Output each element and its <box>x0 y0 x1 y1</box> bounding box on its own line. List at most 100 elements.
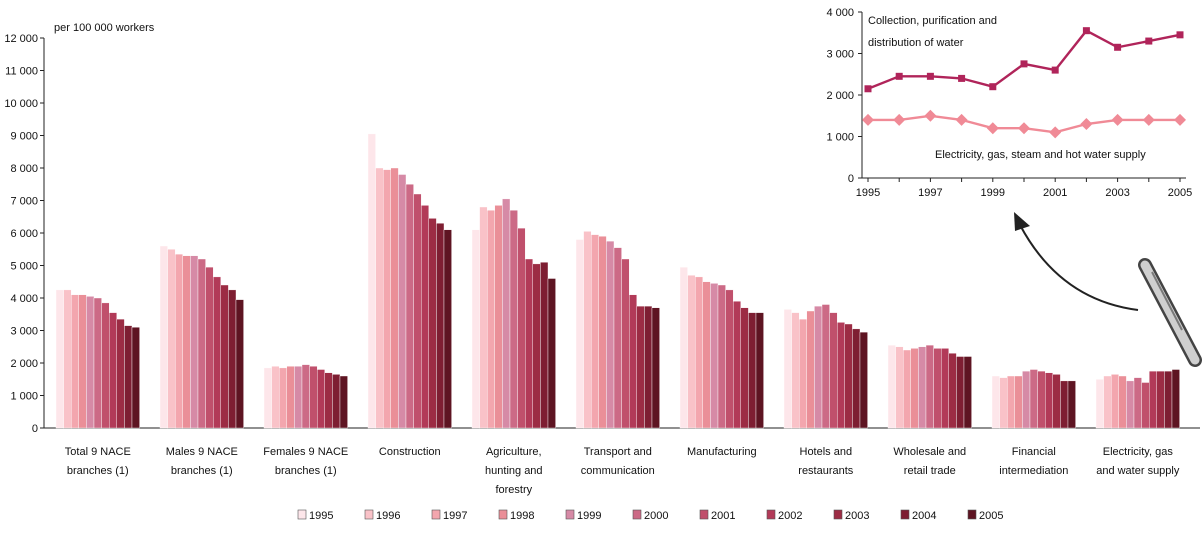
legend-label: 1996 <box>376 510 400 522</box>
bar-1999-8 <box>918 346 927 429</box>
inset-point-diamond-2003 <box>1111 113 1124 126</box>
category-label: Hotels and <box>800 446 853 458</box>
bar-2001-4 <box>517 227 526 429</box>
category-label: Females 9 NACE <box>263 446 348 458</box>
bar-2001-8 <box>933 348 942 429</box>
pointer-arrow <box>1019 224 1139 311</box>
legend-label: 1998 <box>510 510 534 522</box>
bar-2003-4 <box>532 263 541 429</box>
bar-2002-7 <box>837 322 846 429</box>
inset-series-label: distribution of water <box>868 37 964 49</box>
y-tick-label: 1 000 <box>10 391 38 403</box>
bar-1997-2 <box>279 367 288 429</box>
bar-2005-4 <box>547 278 556 429</box>
category-label: Wholesale and <box>893 446 966 458</box>
bar-2000-1 <box>197 258 206 429</box>
y-tick-label: 7 000 <box>10 196 38 208</box>
inset-point-diamond-2002 <box>1080 118 1093 131</box>
y-tick-label: 3 000 <box>10 326 38 338</box>
inset-point-diamond-1995 <box>862 113 874 126</box>
inset-x-tick-label: 2001 <box>1043 187 1067 199</box>
inset-y-tick-label: 4 000 <box>826 7 854 19</box>
category-label: Males 9 NACE <box>166 446 238 458</box>
bar-2001-1 <box>205 266 214 429</box>
bar-1996-9 <box>999 377 1008 429</box>
legend-label: 2003 <box>845 510 869 522</box>
bar-1997-0 <box>70 294 79 429</box>
bar-1995-8 <box>887 344 896 429</box>
bar-2000-7 <box>821 304 830 429</box>
bar-1995-3 <box>367 133 376 429</box>
bar-2005-8 <box>963 356 972 429</box>
category-label: Total 9 NACE <box>65 446 131 458</box>
inset-point-diamond-1996 <box>893 113 906 126</box>
inset-point-square-2002 <box>1082 27 1090 35</box>
bar-1998-0 <box>78 294 87 429</box>
bar-2005-10 <box>1171 369 1180 429</box>
category-label: Financial <box>1012 446 1056 458</box>
y-tick-label: 6 000 <box>10 228 38 240</box>
bar-2005-0 <box>131 327 140 429</box>
inset-y-tick-label: 1 000 <box>826 132 854 144</box>
inset-x-tick-label: 1997 <box>918 187 942 199</box>
category-label: Agriculture, <box>486 446 542 458</box>
category-label: forestry <box>495 484 532 496</box>
category-label: Transport and <box>584 446 652 458</box>
magnifier-handle-highlight-icon <box>1140 260 1200 365</box>
category-label: intermediation <box>999 465 1068 477</box>
inset-point-square-1995 <box>864 85 872 93</box>
bar-2004-0 <box>124 325 133 429</box>
y-tick-label: 9 000 <box>10 131 38 143</box>
bar-2003-7 <box>844 323 853 429</box>
bar-2004-5 <box>644 305 653 429</box>
category-label: branches (1) <box>275 465 337 477</box>
bar-1998-6 <box>702 281 711 429</box>
bar-1995-0 <box>55 289 64 429</box>
legend-swatch-1998 <box>498 509 508 520</box>
inset-point-square-2004 <box>1145 37 1153 45</box>
y-tick-label: 2 000 <box>10 358 38 370</box>
bar-2003-1 <box>220 284 229 429</box>
bar-2004-2 <box>332 374 341 429</box>
bar-1998-8 <box>910 348 919 429</box>
category-label: communication <box>581 465 655 477</box>
inset-point-square-1996 <box>895 72 903 80</box>
inset-y-tick-label: 2 000 <box>826 90 854 102</box>
bar-2005-9 <box>1067 380 1076 429</box>
bar-1998-10 <box>1118 375 1127 429</box>
inset-point-diamond-2005 <box>1174 113 1186 126</box>
bar-1995-6 <box>679 266 688 429</box>
inset-point-diamond-1998 <box>955 113 968 126</box>
bar-1995-2 <box>263 367 272 429</box>
magnifier-handle-edge-icon <box>1151 271 1183 331</box>
bar-1999-6 <box>710 283 719 429</box>
bar-2002-10 <box>1148 370 1157 429</box>
category-label: Electricity, gas <box>1103 446 1174 458</box>
inset-series-label: Electricity, gas, steam and hot water su… <box>935 149 1146 161</box>
bar-2000-4 <box>509 210 518 429</box>
bar-1995-4 <box>471 229 480 429</box>
bar-1997-7 <box>799 318 808 429</box>
inset-point-square-1998 <box>958 74 966 82</box>
inset-point-diamond-2004 <box>1142 113 1155 126</box>
bar-1998-3 <box>390 167 399 429</box>
bar-2005-6 <box>755 312 764 429</box>
bar-1998-7 <box>806 310 815 429</box>
bar-2002-1 <box>212 276 221 429</box>
bar-1995-1 <box>159 245 168 429</box>
bar-2001-5 <box>621 258 630 429</box>
legend-label: 2000 <box>644 510 668 522</box>
category-label: Construction <box>379 446 441 458</box>
bar-2003-9 <box>1052 374 1061 429</box>
bar-2001-7 <box>829 312 838 429</box>
category-label: and water supply <box>1096 465 1180 477</box>
y-tick-label: 5 000 <box>10 261 38 273</box>
y-tick-label: 0 <box>32 423 38 435</box>
bar-2005-1 <box>235 299 244 429</box>
bar-2001-2 <box>309 366 318 429</box>
bar-1999-9 <box>1022 370 1031 429</box>
bar-2004-10 <box>1164 370 1173 429</box>
bar-2002-3 <box>421 205 430 429</box>
bar-1996-4 <box>479 206 488 429</box>
